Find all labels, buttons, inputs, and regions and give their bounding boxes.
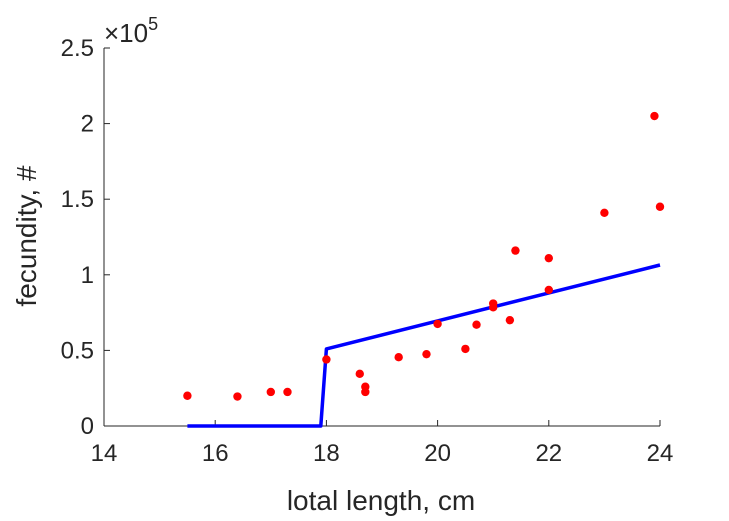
x-tick-label: 18 bbox=[313, 440, 340, 467]
data-point bbox=[433, 319, 442, 329]
x-tick-label: 22 bbox=[535, 440, 562, 467]
x-tick-label: 20 bbox=[424, 440, 451, 467]
data-point bbox=[650, 111, 659, 121]
data-point bbox=[233, 392, 242, 401]
x-tick-label: 14 bbox=[91, 440, 118, 467]
y-tick-label: 2 bbox=[81, 111, 94, 138]
data-point bbox=[544, 285, 553, 295]
y-axis-label: fecundity, # bbox=[11, 165, 42, 307]
fit-line bbox=[187, 263, 661, 428]
data-point bbox=[505, 315, 515, 325]
data-point bbox=[355, 369, 364, 379]
y-exponent-label: ×105 bbox=[104, 14, 158, 48]
data-point bbox=[472, 320, 481, 329]
plot-area bbox=[183, 111, 665, 428]
y-tick-label: 0 bbox=[81, 413, 94, 440]
y-tick-label: 1.5 bbox=[61, 186, 94, 213]
y-exponent-base: ×10 bbox=[104, 18, 148, 48]
data-point bbox=[511, 246, 520, 255]
x-axis-label: lotal length, cm bbox=[287, 485, 475, 516]
data-point bbox=[266, 387, 275, 397]
x-tick-label: 16 bbox=[202, 440, 229, 467]
y-tick-label: 1 bbox=[81, 262, 94, 289]
data-point bbox=[544, 253, 553, 263]
data-point bbox=[322, 355, 331, 364]
y-tick-label: 0.5 bbox=[61, 337, 94, 364]
data-point bbox=[489, 299, 498, 308]
labels: lotal length, cm fecundity, # ×105 bbox=[11, 14, 475, 516]
data-point bbox=[461, 344, 470, 354]
data-point bbox=[422, 349, 431, 359]
data-point bbox=[655, 202, 665, 211]
x-tick-label: 24 bbox=[647, 440, 674, 467]
data-point bbox=[394, 353, 403, 362]
data-point bbox=[283, 387, 292, 397]
y-tick-label: 2.5 bbox=[61, 35, 94, 62]
y-exponent-power: 5 bbox=[148, 14, 158, 34]
data-point bbox=[183, 391, 192, 400]
data-point bbox=[600, 208, 609, 218]
axes: 14 16 18 20 22 24 0 0.5 1 1.5 2 2.5 bbox=[61, 35, 674, 467]
data-point bbox=[361, 387, 370, 397]
